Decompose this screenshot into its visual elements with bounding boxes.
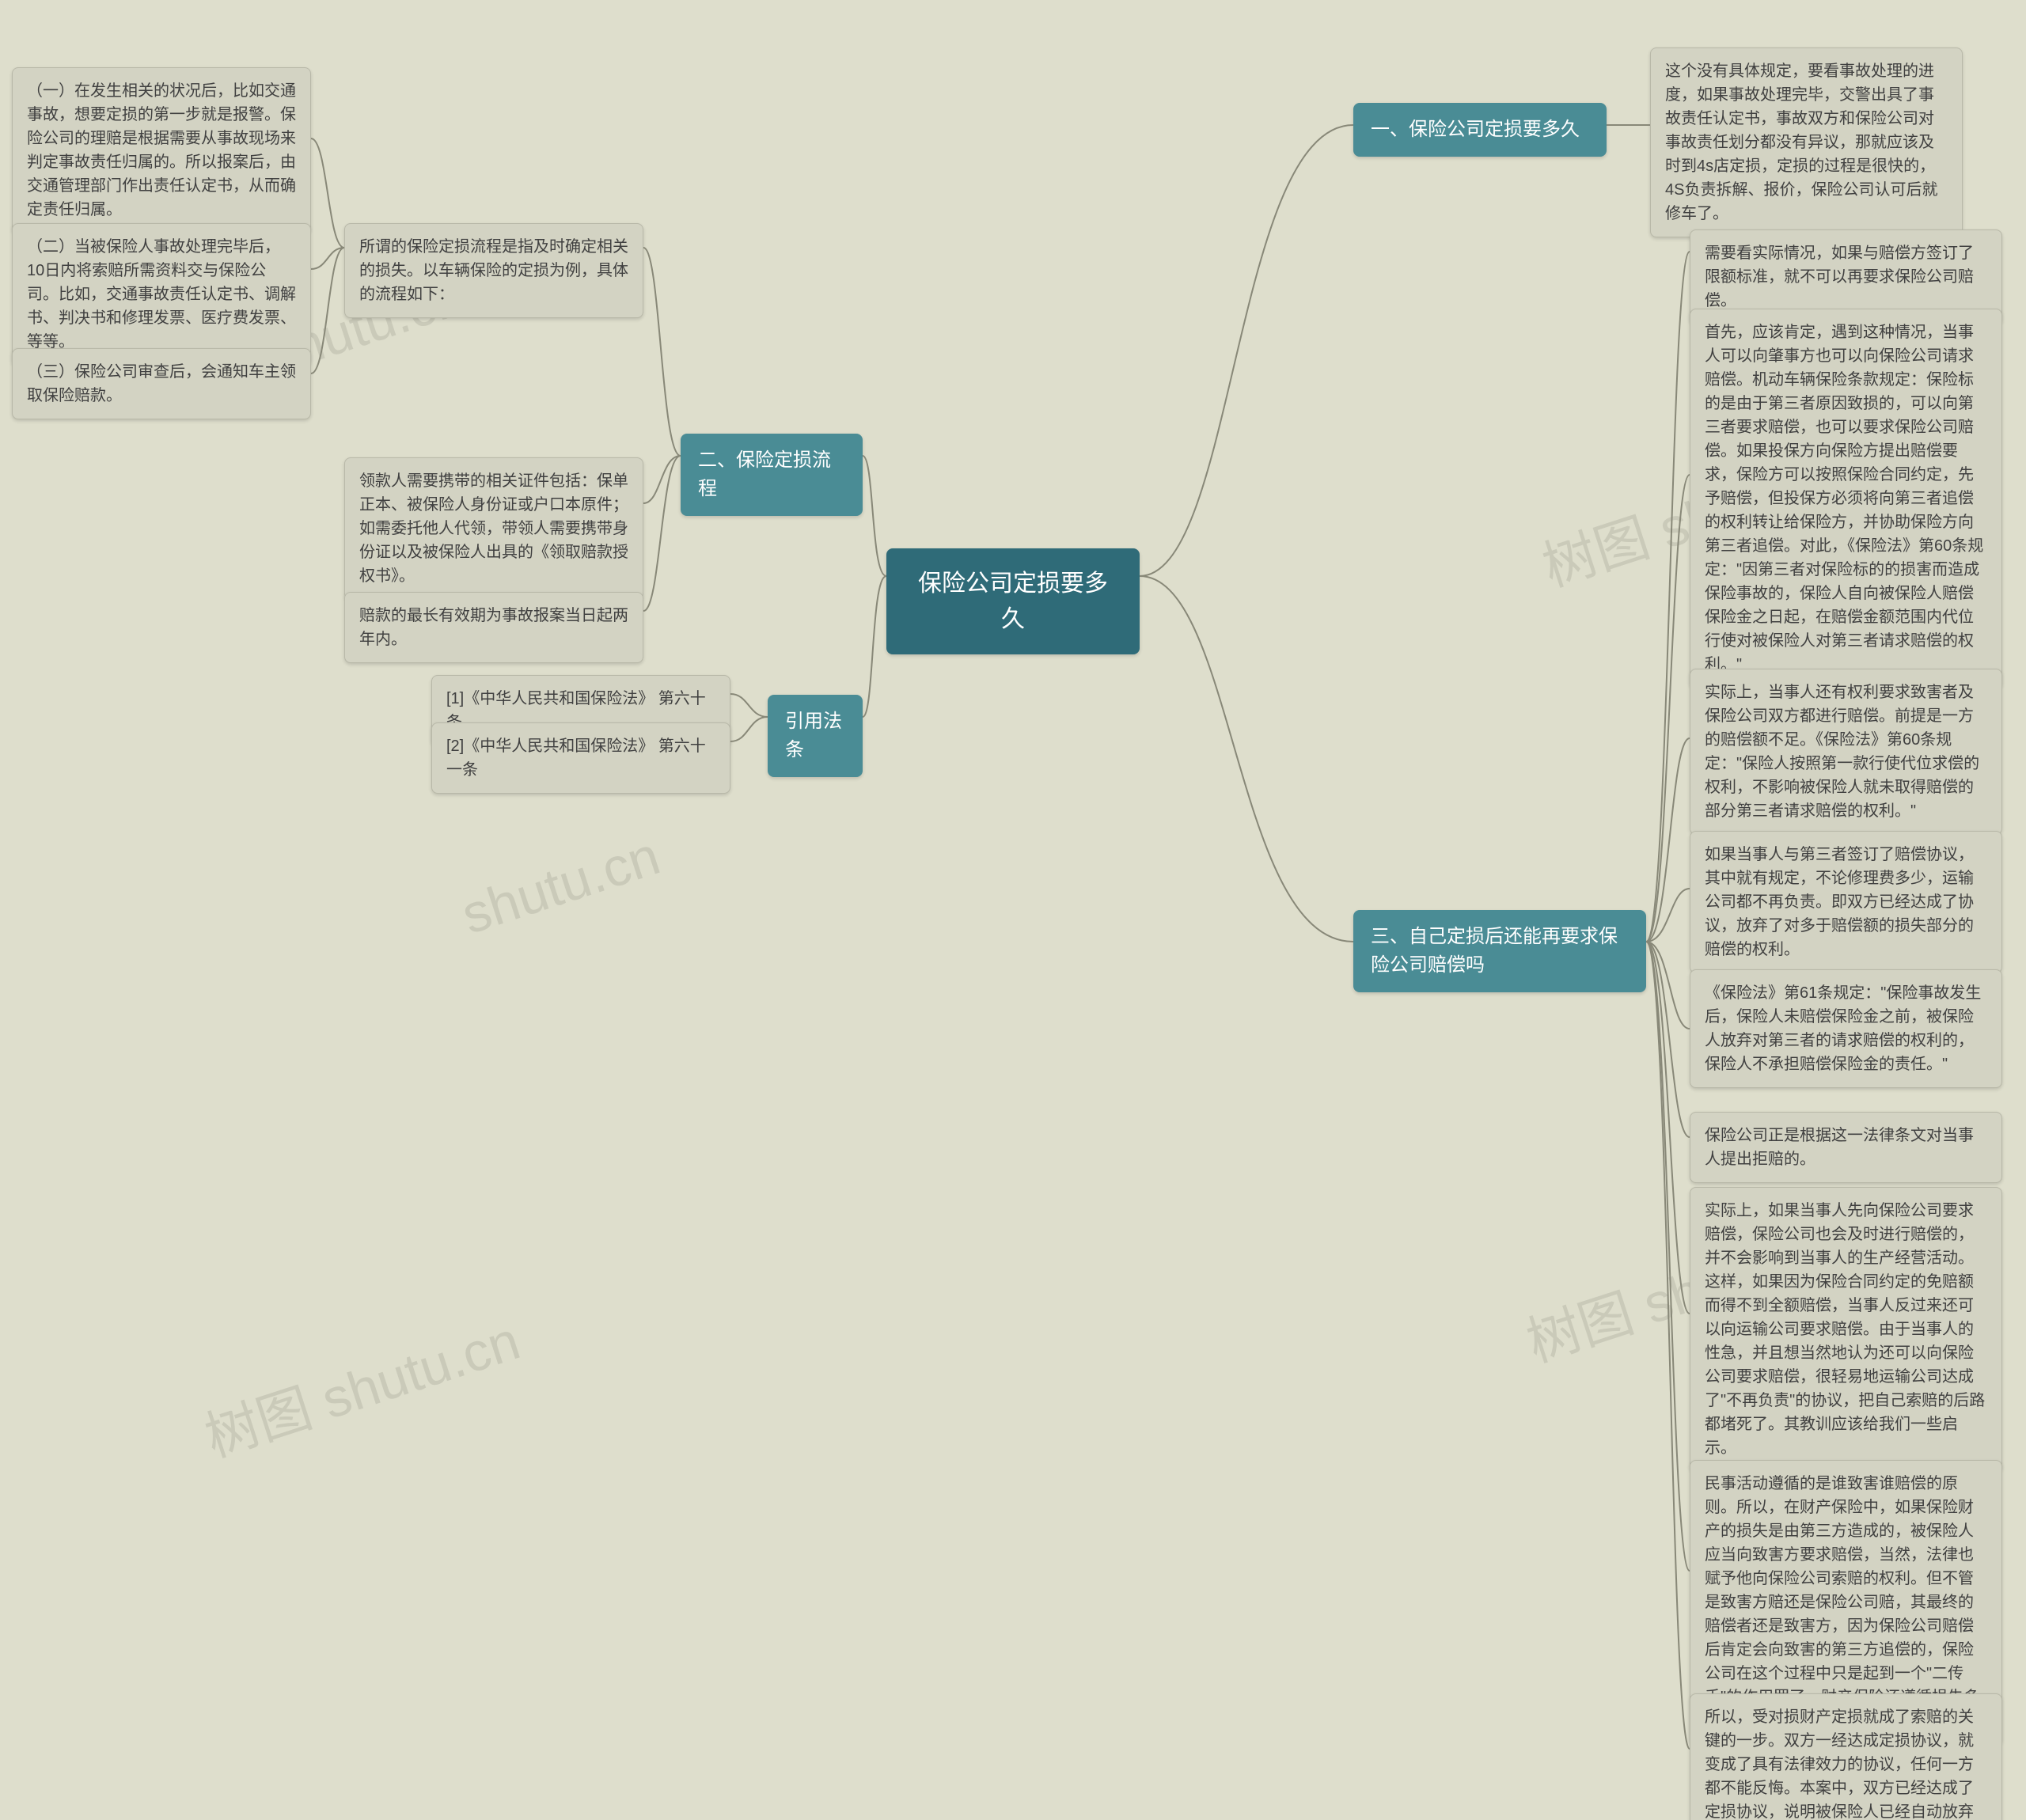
branch-node: 引用法条 [768, 695, 863, 777]
leaf-node: 如果当事人与第三者签订了赔偿协议，其中就有规定，不论修理费多少，运输公司都不再负… [1690, 831, 2002, 973]
leaf-text: 这个没有具体规定，要看事故处理的进度，如果事故处理完毕，交警出具了事故责任认定书… [1665, 63, 1937, 222]
leaf-node: 这个没有具体规定，要看事故处理的进度，如果事故处理完毕，交警出具了事故责任认定书… [1650, 47, 1963, 237]
leaf-node: 领款人需要携带的相关证件包括：保单正本、被保险人身份证或户口本原件；如需委托他人… [344, 457, 643, 600]
watermark: shutu.cn [454, 825, 667, 946]
leaf-text: 所谓的保险定损流程是指及时确定相关的损失。以车辆保险的定损为例，具体的流程如下： [359, 238, 628, 303]
watermark: 树图 shutu.cn [194, 1297, 528, 1472]
leaf-text: 如果当事人与第三者签订了赔偿协议，其中就有规定，不论修理费多少，运输公司都不再负… [1705, 846, 1974, 958]
branch-label: 一、保险公司定损要多久 [1371, 119, 1580, 140]
leaf-node: 保险公司正是根据这一法律条文对当事人提出拒赔的。 [1690, 1112, 2002, 1183]
leaf-text: 《保险法》第61条规定："保险事故发生后，保险人未赔偿保险金之前，被保险人放弃对… [1705, 984, 1981, 1073]
leaf-text: 实际上，如果当事人先向保险公司要求赔偿，保险公司也会及时进行赔偿的，并不会影响到… [1705, 1202, 1985, 1457]
leaf-text: 保险公司正是根据这一法律条文对当事人提出拒赔的。 [1705, 1127, 1974, 1168]
branch-label: 三、自己定损后还能再要求保险公司赔偿吗 [1371, 926, 1618, 976]
leaf-text: （三）保险公司审查后，会通知车主领取保险赔款。 [27, 363, 296, 404]
root-node: 保险公司定损要多久 [886, 548, 1140, 654]
branch-node: 三、自己定损后还能再要求保险公司赔偿吗 [1353, 910, 1646, 992]
leaf-node: 所以，受对损财产定损就成了索赔的关键的一步。双方一经达成定损协议，就变成了具有法… [1690, 1693, 2002, 1820]
branch-node: 一、保险公司定损要多久 [1353, 103, 1607, 157]
branch-label: 引用法条 [785, 711, 842, 760]
leaf-text: （二）当被保险人事故处理完毕后，10日内将索赔所需资料交与保险公司。比如，交通事… [27, 238, 296, 351]
leaf-node: 所谓的保险定损流程是指及时确定相关的损失。以车辆保险的定损为例，具体的流程如下： [344, 223, 643, 318]
leaf-node: （三）保险公司审查后，会通知车主领取保险赔款。 [12, 348, 311, 419]
root-label: 保险公司定损要多久 [918, 571, 1108, 632]
leaf-text: [2]《中华人民共和国保险法》 第六十一条 [446, 737, 706, 779]
leaf-text: 首先，应该肯定，遇到这种情况，当事人可以向肇事方也可以向保险公司请求赔偿。机动车… [1705, 324, 1983, 673]
leaf-node: 首先，应该肯定，遇到这种情况，当事人可以向肇事方也可以向保险公司请求赔偿。机动车… [1690, 309, 2002, 688]
leaf-node: 《保险法》第61条规定："保险事故发生后，保险人未赔偿保险金之前，被保险人放弃对… [1690, 969, 2002, 1088]
leaf-node: （一）在发生相关的状况后，比如交通事故，想要定损的第一步就是报警。保险公司的理赔… [12, 67, 311, 233]
branch-node: 二、保险定损流程 [681, 434, 863, 516]
leaf-text: 实际上，当事人还有权利要求致害者及保险公司双方都进行赔偿。前提是一方的赔偿额不足… [1705, 684, 1979, 820]
leaf-text: （一）在发生相关的状况后，比如交通事故，想要定损的第一步就是报警。保险公司的理赔… [27, 82, 296, 218]
leaf-node: 实际上，如果当事人先向保险公司要求赔偿，保险公司也会及时进行赔偿的，并不会影响到… [1690, 1187, 2002, 1472]
leaf-text: 民事活动遵循的是谁致害谁赔偿的原则。所以，在财产保险中，如果保险财产的损失是由第… [1705, 1475, 1979, 1730]
leaf-node: 实际上，当事人还有权利要求致害者及保险公司双方都进行赔偿。前提是一方的赔偿额不足… [1690, 669, 2002, 835]
leaf-text: 赔款的最长有效期为事故报案当日起两年内。 [359, 607, 628, 648]
leaf-text: 需要看实际情况，如果与赔偿方签订了限额标准，就不可以再要求保险公司赔偿。 [1705, 245, 1974, 309]
leaf-node: [2]《中华人民共和国保险法》 第六十一条 [431, 722, 730, 794]
leaf-node: 赔款的最长有效期为事故报案当日起两年内。 [344, 592, 643, 663]
leaf-node: （二）当被保险人事故处理完毕后，10日内将索赔所需资料交与保险公司。比如，交通事… [12, 223, 311, 366]
branch-label: 二、保险定损流程 [698, 449, 831, 499]
leaf-text: 所以，受对损财产定损就成了索赔的关键的一步。双方一经达成定损协议，就变成了具有法… [1705, 1708, 1974, 1820]
leaf-text: 领款人需要携带的相关证件包括：保单正本、被保险人身份证或户口本原件；如需委托他人… [359, 472, 628, 585]
